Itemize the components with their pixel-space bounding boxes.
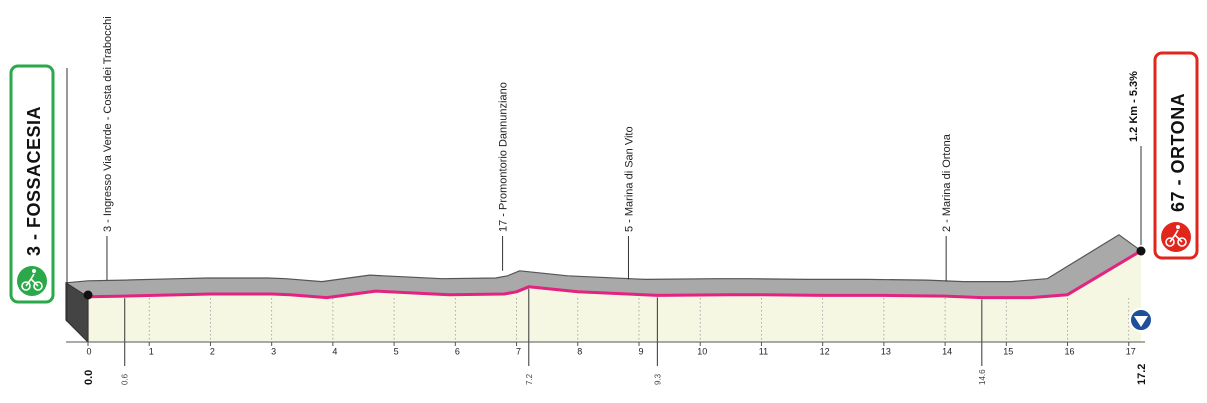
km-tick-label-6: 6 (455, 346, 460, 356)
km-tick-label-5: 5 (394, 346, 399, 356)
profile-fill-layer (88, 250, 1141, 342)
route-line (86, 249, 1143, 300)
km-tick-label-3: 3 (271, 346, 276, 356)
km-tick-label-7: 7 (516, 346, 521, 356)
waypoint-distance-2: 9.3 (653, 373, 662, 385)
km-tick-label-10: 10 (697, 346, 707, 356)
waypoint-label-1: 17 - Promontorio Dannunziano (498, 82, 510, 232)
km-tick-label-1: 1 (149, 346, 154, 356)
km-tick-label-0: 0 (86, 346, 91, 356)
km-tick-label-8: 8 (577, 346, 582, 356)
km-tick-label-15: 15 (1003, 346, 1013, 356)
waypoint-label-3: 2 - Marina di Ortona (941, 133, 953, 232)
km-tick-label-12: 12 (820, 346, 830, 356)
finish-climb-label: 1.2 Km - 5.3% (1128, 71, 1140, 142)
waypoint-label-2: 5 - Marina di San Vito (623, 126, 635, 232)
finish-km-marker-icon (1129, 308, 1153, 332)
waypoint-distance-3: 14.6 (978, 369, 987, 385)
km-tick-label-9: 9 (638, 346, 643, 356)
km-tick-label-2: 2 (210, 346, 215, 356)
finish-town-label: 67 - ORTONA (1168, 93, 1188, 212)
waypoint-distance-0: 0.6 (121, 373, 130, 385)
km-tick-label-13: 13 (881, 346, 891, 356)
profile-fill-area (88, 250, 1141, 342)
start-town-label: 3 - FOSSACESIA (24, 106, 44, 256)
waypoints-layer: 3 - Ingresso Via Verde - Costa dei Trabo… (102, 16, 987, 385)
km-grid-layer (148, 298, 1130, 342)
start-distance-label: 0.0 (83, 370, 95, 385)
km-tick-label-17: 17 (1126, 346, 1136, 356)
finish-distance-label: 17.2 (1136, 364, 1148, 385)
start-badge: 3 - FOSSACESIA (9, 64, 55, 304)
route-line-layer (86, 249, 1143, 300)
km-tick-label-14: 14 (942, 346, 952, 356)
km-axis: 0 1 2 3 4 5 6 7 8 9 10 11 12 13 14 15 16 17 (66, 68, 1145, 356)
km-tick-label-4: 4 (332, 346, 337, 356)
waypoint-distance-1: 7.2 (525, 373, 534, 385)
km-tick-label-16: 16 (1065, 346, 1075, 356)
finish-badge: 67 - ORTONA (1153, 51, 1199, 260)
km-tick-label-11: 11 (759, 346, 768, 356)
start-point-marker (83, 290, 93, 300)
finish-point-marker (1136, 246, 1146, 256)
waypoint-label-0: 3 - Ingresso Via Verde - Costa dei Trabo… (102, 16, 114, 232)
